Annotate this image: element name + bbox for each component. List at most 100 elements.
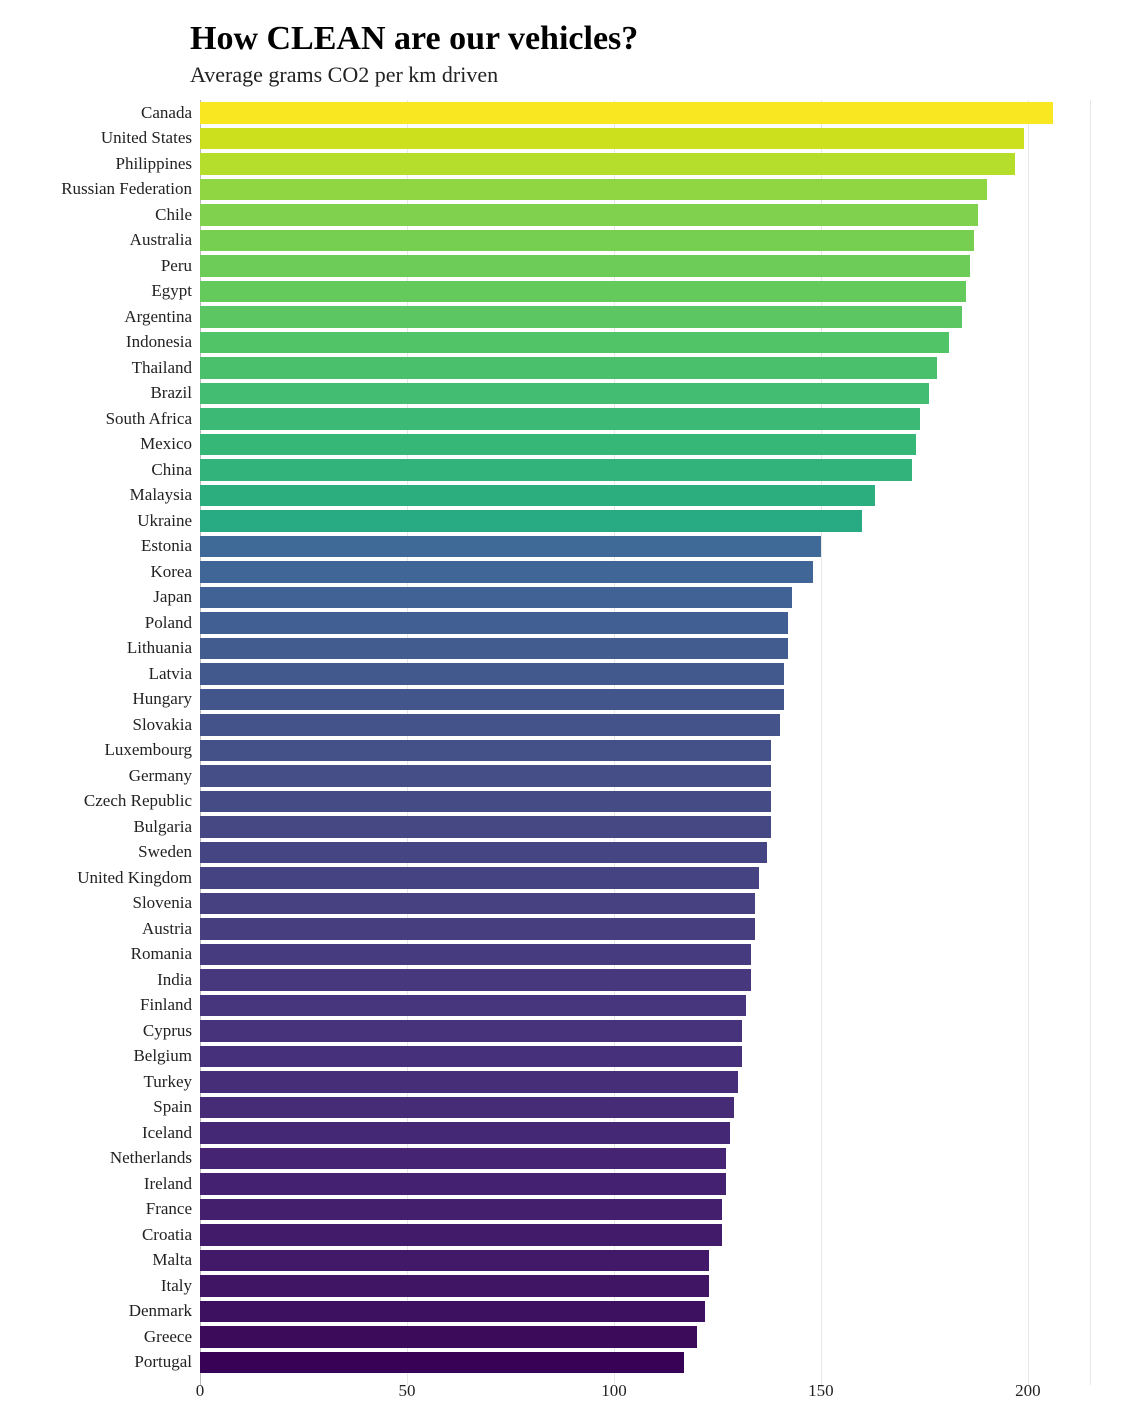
bar-row: Peru — [200, 253, 1090, 279]
country-label: Hungary — [133, 689, 200, 709]
country-label: India — [157, 970, 200, 990]
country-label: Australia — [130, 230, 200, 250]
country-label: Brazil — [150, 383, 200, 403]
bar-row: Netherlands — [200, 1146, 1090, 1172]
bar-row: China — [200, 457, 1090, 483]
bar — [200, 689, 784, 711]
country-label: Lithuania — [127, 638, 200, 658]
country-label: Japan — [153, 587, 200, 607]
country-label: Slovenia — [133, 893, 201, 913]
bar — [200, 1148, 726, 1170]
bar-row: Australia — [200, 228, 1090, 254]
country-label: Indonesia — [126, 332, 200, 352]
x-tick-label: 50 — [398, 1381, 415, 1401]
bar — [200, 1020, 742, 1042]
country-label: Philippines — [115, 154, 200, 174]
bar — [200, 230, 974, 252]
bar-row: Slovenia — [200, 891, 1090, 917]
bar-row: Estonia — [200, 534, 1090, 560]
bar-row: India — [200, 967, 1090, 993]
bar-row: Spain — [200, 1095, 1090, 1121]
bar — [200, 1173, 726, 1195]
bar-row: United States — [200, 126, 1090, 152]
bar — [200, 663, 784, 685]
bar-row: Romania — [200, 942, 1090, 968]
country-label: Greece — [144, 1327, 200, 1347]
bar — [200, 867, 759, 889]
chart-container: How CLEAN are our vehicles? Average gram… — [0, 0, 1140, 1425]
bar — [200, 1071, 738, 1093]
bar — [200, 765, 771, 787]
bar-row: Croatia — [200, 1222, 1090, 1248]
bar-row: Czech Republic — [200, 789, 1090, 815]
bar — [200, 434, 916, 456]
bar — [200, 995, 746, 1017]
bar — [200, 536, 821, 558]
bar — [200, 842, 767, 864]
bar — [200, 561, 813, 583]
bar-row: Austria — [200, 916, 1090, 942]
bar-row: United Kingdom — [200, 865, 1090, 891]
bar — [200, 510, 862, 532]
bar-row: Indonesia — [200, 330, 1090, 356]
country-label: Bulgaria — [133, 817, 200, 837]
chart-title: How CLEAN are our vehicles? — [190, 20, 1110, 58]
country-label: Russian Federation — [61, 179, 200, 199]
country-label: Egypt — [151, 281, 200, 301]
x-tick-label: 150 — [808, 1381, 834, 1401]
bar-row: Belgium — [200, 1044, 1090, 1070]
bar — [200, 587, 792, 609]
bar — [200, 281, 966, 303]
bar — [200, 944, 751, 966]
bar — [200, 179, 987, 201]
bar — [200, 255, 970, 277]
chart-subtitle: Average grams CO2 per km driven — [190, 62, 1110, 88]
bar — [200, 102, 1053, 124]
bar — [200, 1046, 742, 1068]
bar-row: Greece — [200, 1324, 1090, 1350]
bar-row: Canada — [200, 100, 1090, 126]
bar — [200, 893, 755, 915]
country-label: Slovakia — [133, 715, 201, 735]
bar-row: Ireland — [200, 1171, 1090, 1197]
country-label: Poland — [145, 613, 200, 633]
country-label: Germany — [129, 766, 200, 786]
country-label: United States — [101, 128, 200, 148]
x-tick-label: 0 — [196, 1381, 205, 1401]
bar — [200, 128, 1024, 150]
country-label: Mexico — [140, 434, 200, 454]
bar-row: France — [200, 1197, 1090, 1223]
bar-row: Ukraine — [200, 508, 1090, 534]
bars-layer: CanadaUnited StatesPhilippinesRussian Fe… — [200, 100, 1090, 1375]
bar — [200, 306, 962, 328]
country-label: Czech Republic — [84, 791, 200, 811]
bar — [200, 1097, 734, 1119]
country-label: Latvia — [149, 664, 200, 684]
bar-row: Argentina — [200, 304, 1090, 330]
country-label: Chile — [155, 205, 200, 225]
bar-row: Malaysia — [200, 483, 1090, 509]
bar-row: Portugal — [200, 1350, 1090, 1376]
country-label: Malta — [152, 1250, 200, 1270]
bar — [200, 816, 771, 838]
country-label: Netherlands — [110, 1148, 200, 1168]
country-label: Romania — [131, 944, 200, 964]
bar — [200, 1301, 705, 1323]
bar-row: South Africa — [200, 406, 1090, 432]
bar-row: Malta — [200, 1248, 1090, 1274]
country-label: Denmark — [129, 1301, 200, 1321]
bar — [200, 153, 1015, 175]
bar-row: Russian Federation — [200, 177, 1090, 203]
bar — [200, 357, 937, 379]
country-label: Turkey — [144, 1072, 201, 1092]
gridline — [1090, 100, 1091, 1385]
bar-row: Poland — [200, 610, 1090, 636]
bar-row: Bulgaria — [200, 814, 1090, 840]
x-axis: 050100150200 — [200, 1375, 1090, 1405]
country-label: Ukraine — [137, 511, 200, 531]
bar-row: Finland — [200, 993, 1090, 1019]
bar — [200, 408, 920, 430]
bar — [200, 969, 751, 991]
bar — [200, 383, 929, 405]
bar-row: Germany — [200, 763, 1090, 789]
